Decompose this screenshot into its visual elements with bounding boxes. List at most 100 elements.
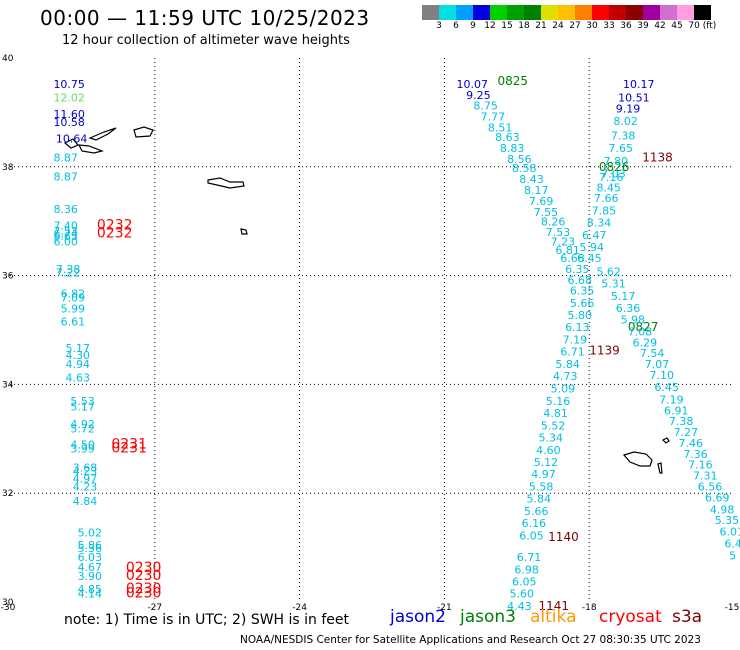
pass-time-label: 1141 — [539, 599, 570, 613]
x-tick-label: -21 — [437, 603, 452, 613]
wave-height-label: 4.97 — [531, 468, 556, 481]
wave-height-label: 6.71 — [517, 551, 542, 564]
legend-swatch — [422, 5, 439, 20]
wave-height-label: 7.38 — [669, 415, 694, 428]
x-tick-label: -30 — [1, 603, 16, 613]
legend-tick-label: 42 — [654, 21, 666, 31]
legend-swatch — [541, 5, 558, 20]
page-subtitle: 12 hour collection of altimeter wave hei… — [62, 33, 350, 48]
island-outline — [88, 127, 117, 141]
wave-height-label: 6.61 — [61, 316, 86, 329]
y-tick-label: 30 — [2, 598, 14, 608]
wave-height-label: 10.75 — [53, 78, 85, 91]
wave-height-label: 5.80 — [567, 309, 592, 322]
wave-height-label: 7.38 — [56, 263, 81, 276]
wave-height-label: 7.65 — [609, 142, 634, 155]
island-outline — [77, 144, 104, 154]
wave-height-label: 6.05 — [519, 529, 544, 542]
wave-height-label: 4.30 — [66, 349, 91, 362]
wave-height-label: 8.56 — [507, 153, 532, 166]
wave-height-label: 5.02 — [78, 527, 103, 540]
wave-height-label: 7.31 — [693, 470, 718, 483]
page-title: 00:00 — 11:59 UTC 10/25/2023 — [40, 6, 370, 30]
wave-height-label: 4.98 — [710, 503, 735, 516]
wave-height-label: 4.50 — [70, 439, 95, 452]
wave-height-label: 7.66 — [594, 192, 619, 205]
island-outline — [133, 126, 154, 138]
legend-swatch — [456, 5, 473, 20]
pass-time-label: 0230 — [126, 581, 162, 597]
wave-height-label: 7.07 — [645, 358, 670, 371]
pass-time-label: 1140 — [548, 530, 579, 544]
island-outline — [240, 228, 248, 235]
legend-swatch — [575, 5, 592, 20]
wave-height-label: 9.25 — [466, 89, 491, 102]
wave-height-label: 7.19 — [563, 334, 588, 347]
wave-height-label: 7.09 — [61, 292, 86, 305]
wave-height-label: 6.82 — [61, 287, 86, 300]
legend-swatch — [524, 5, 541, 20]
wave-height-label: 3.99 — [70, 442, 95, 455]
wave-height-label: 5.98 — [621, 313, 646, 326]
wave-height-label: 7.80 — [604, 155, 629, 168]
wave-height-label: 7.40 — [53, 219, 78, 232]
pass-time-label: 0232 — [97, 226, 133, 242]
wave-height-label: 8.75 — [473, 100, 498, 113]
y-tick-label: 34 — [2, 380, 14, 390]
legend-swatch — [660, 5, 677, 20]
island-outline — [207, 177, 245, 189]
y-tick-label: 36 — [2, 272, 14, 282]
wave-height-label: 5.17 — [70, 401, 95, 414]
wave-height-label: 5.84 — [555, 358, 580, 371]
legend-tick-label: 21 — [535, 21, 547, 31]
wave-height-label: 10.17 — [623, 78, 655, 91]
y-tick-label: 32 — [2, 489, 13, 499]
wave-height-label: 8.36 — [53, 203, 78, 216]
wave-height-label: 8.26 — [541, 216, 566, 229]
x-tick-label: -18 — [582, 603, 597, 613]
legend-swatch — [473, 5, 490, 20]
wave-height-label: 6.05 — [512, 576, 537, 589]
wave-height-label: 7.54 — [640, 347, 665, 360]
grid-lines — [10, 58, 734, 602]
wave-height-label: 5.16 — [546, 395, 571, 408]
wave-height-label: 7.16 — [688, 459, 713, 472]
wave-height-label: 4.73 — [553, 370, 578, 383]
wave-height-label: 8.51 — [488, 121, 512, 134]
pass-time-label: 0230 — [126, 568, 162, 584]
legend-tick-label: 12 — [484, 21, 496, 31]
wave-height-label: 4.81 — [543, 407, 568, 420]
wave-height-label: 5.52 — [541, 420, 566, 433]
legend-swatch — [592, 5, 609, 20]
wave-height-label: 6.65 — [53, 230, 78, 243]
pass-time-label: 0231 — [111, 440, 147, 456]
wave-height-label: 8.87 — [53, 151, 78, 164]
wave-height-label: 10.51 — [618, 92, 650, 105]
wave-height-label: 7.53 — [546, 226, 571, 239]
footnote: note: 1) Time is in UTC; 2) SWH is in fe… — [64, 612, 350, 628]
wave-height-label: 5.58 — [529, 480, 554, 493]
wave-height-label: 5.99 — [61, 303, 86, 316]
legend-tick-label: 9 — [470, 21, 476, 31]
wave-height-label: 7.85 — [592, 205, 617, 218]
wave-height-label: 7.38 — [611, 130, 636, 143]
wave-height-label: 4.84 — [73, 495, 98, 508]
wave-height-label: 8.17 — [524, 184, 549, 197]
wave-height-label: 6.98 — [514, 564, 539, 577]
island-outline — [63, 138, 79, 149]
wave-height-label: 6.35 — [570, 285, 595, 298]
legend-swatch — [490, 5, 507, 20]
wave-height-label: 5.94 — [580, 241, 605, 254]
wave-height-label: 5.86 — [78, 539, 103, 552]
wave-height-label: 9.19 — [616, 102, 641, 115]
wave-height-label: 8.83 — [500, 142, 525, 155]
pass-time-label: 0232 — [97, 217, 133, 233]
wave-height-label: 10.64 — [56, 132, 88, 145]
wave-height-label: 4.23 — [73, 465, 98, 478]
wave-height-label: 6.00 — [53, 236, 78, 249]
wave-height-label: 6.13 — [565, 321, 590, 334]
wave-height-label: 5.84 — [526, 492, 551, 505]
wave-height-label: 6.03 — [78, 551, 103, 564]
